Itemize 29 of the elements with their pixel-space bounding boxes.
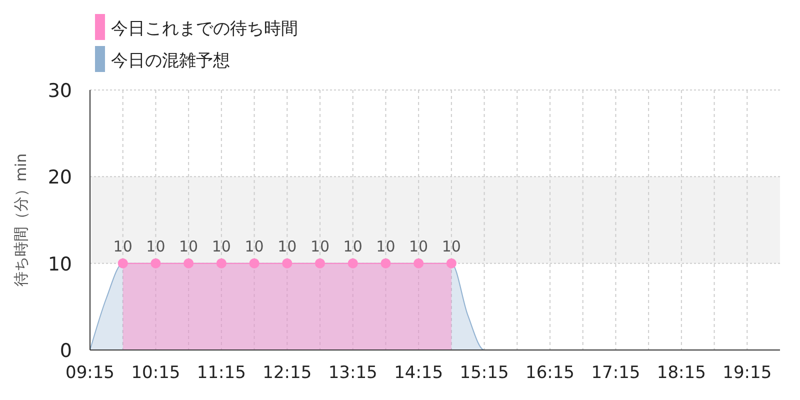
y-axis-title: 待ち時間（分）min — [12, 153, 30, 287]
x-tick-label: 12:15 — [262, 363, 312, 383]
x-tick-label: 15:15 — [460, 363, 509, 383]
x-tick-label: 11:15 — [196, 363, 246, 383]
data-label: 10 — [442, 237, 461, 256]
data-label: 10 — [409, 237, 428, 256]
data-label: 10 — [376, 237, 396, 256]
y-tick-label: 0 — [60, 340, 72, 362]
x-tick-label: 10:15 — [131, 363, 180, 383]
data-label: 10 — [113, 237, 132, 256]
y-tick-label: 30 — [48, 80, 72, 102]
x-tick-label: 14:15 — [394, 363, 444, 383]
data-label: 10 — [146, 237, 166, 256]
data-label: 10 — [278, 237, 297, 256]
data-label: 10 — [310, 237, 330, 256]
x-tick-label: 13:15 — [328, 363, 378, 383]
data-label: 10 — [343, 237, 362, 256]
legend-label: 今日の混雑予想 — [111, 51, 230, 71]
x-tick-label: 16:15 — [526, 363, 574, 383]
data-label: 10 — [212, 237, 231, 256]
x-tick-label: 09:15 — [66, 363, 114, 383]
data-label: 10 — [244, 237, 264, 256]
x-tick-label: 18:15 — [656, 363, 706, 383]
legend-label: 今日これまでの待ち時間 — [111, 19, 298, 39]
y-tick-label: 20 — [48, 166, 72, 189]
y-tick-label: 10 — [48, 253, 72, 276]
x-tick-label: 17:15 — [591, 363, 640, 383]
x-tick-label: 19:15 — [722, 363, 772, 383]
data-label: 10 — [179, 237, 198, 256]
